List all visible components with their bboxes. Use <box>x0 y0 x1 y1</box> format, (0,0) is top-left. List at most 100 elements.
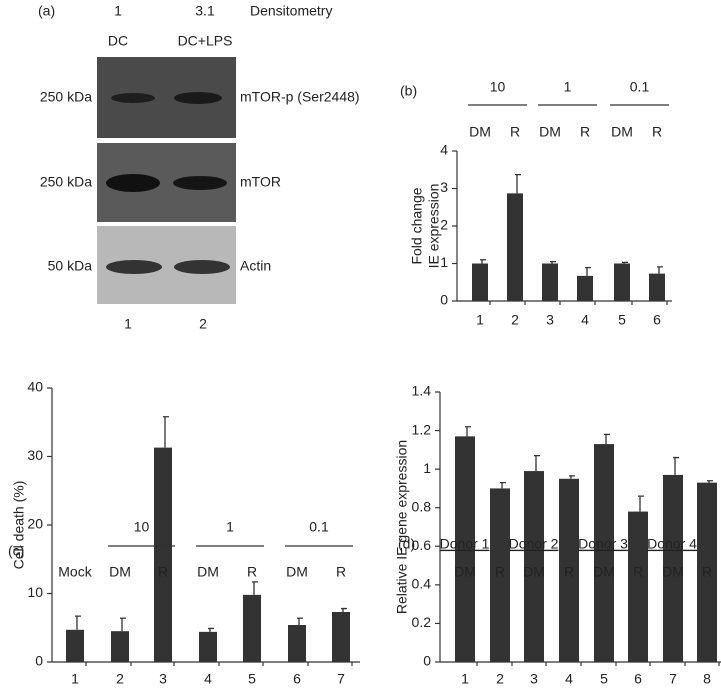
error-bar <box>707 480 713 483</box>
bar <box>697 482 717 662</box>
band <box>106 260 162 274</box>
y-tick-label: 0 <box>35 653 43 669</box>
error-bar <box>208 627 214 632</box>
group-label: Donor 3 <box>578 536 628 552</box>
sub-label: Mock <box>58 564 92 580</box>
x-tick-label: 2 <box>496 671 504 687</box>
x-tick-label: 2 <box>511 312 519 328</box>
error-bar <box>465 426 471 437</box>
y-tick-label: 2 <box>440 217 448 233</box>
bar <box>577 275 593 301</box>
blot-size: 50 kDa <box>48 258 93 274</box>
x-tick-label: 4 <box>581 312 589 328</box>
error-bar <box>120 617 126 632</box>
x-tick-label: 5 <box>600 671 608 687</box>
x-tick-label: 2 <box>116 671 124 687</box>
band <box>173 176 227 190</box>
panel-label: (b) <box>400 83 417 99</box>
densitometry-value: 1 <box>114 3 122 19</box>
densitometry-label: Densitometry <box>250 3 332 19</box>
y-tick-label: 0 <box>440 292 448 308</box>
error-bar <box>550 260 556 264</box>
sub-label: DM <box>454 564 476 580</box>
bar <box>154 447 172 662</box>
panel-label: (a) <box>38 3 55 19</box>
y-axis-label: IE expression <box>426 184 442 269</box>
group-label: Donor 2 <box>509 536 559 552</box>
x-tick-label: 6 <box>653 312 661 328</box>
error-bar <box>75 615 81 630</box>
lane-number: 1 <box>124 316 132 332</box>
bar <box>663 474 683 662</box>
sub-label: DM <box>593 564 615 580</box>
band <box>174 92 222 104</box>
x-tick-label: 3 <box>530 671 538 687</box>
error-bar <box>622 261 628 264</box>
y-tick-label: 1 <box>423 460 431 476</box>
y-axis-label: Fold change <box>409 187 425 264</box>
error-bar <box>604 433 610 445</box>
x-tick-label: 7 <box>669 671 677 687</box>
bar <box>559 478 579 662</box>
lane-number: 2 <box>199 316 207 332</box>
x-tick-label: 1 <box>461 671 469 687</box>
error-bar <box>534 454 540 472</box>
sub-label: R <box>247 564 257 580</box>
sub-label: R <box>652 124 662 140</box>
y-tick-label: 3 <box>440 179 448 195</box>
blot-images <box>97 57 236 304</box>
x-tick-label: 5 <box>618 312 626 328</box>
error-bar <box>163 416 169 448</box>
x-tick-label: 1 <box>476 312 484 328</box>
sub-label: DM <box>539 124 561 140</box>
sub-label: R <box>564 564 574 580</box>
bar <box>455 436 475 662</box>
bar <box>332 611 350 662</box>
group-label: Donor 4 <box>647 536 697 552</box>
blot-size: 250 kDa <box>40 89 92 105</box>
sub-label: R <box>336 564 346 580</box>
y-axis-label: Relative IE gene expression <box>394 440 410 614</box>
bar <box>472 263 488 301</box>
sub-label: R <box>495 564 505 580</box>
x-tick-label: 8 <box>703 671 711 687</box>
bar <box>243 594 261 662</box>
error-bar <box>515 173 521 194</box>
bar <box>288 625 306 662</box>
x-tick-label: 7 <box>337 671 345 687</box>
densitometry-value: 3.1 <box>195 3 215 19</box>
bar <box>66 629 84 662</box>
error-bar <box>480 259 486 264</box>
band <box>111 93 155 103</box>
error-bar <box>341 607 347 612</box>
y-tick-label: 10 <box>27 584 43 600</box>
error-bar <box>657 266 663 274</box>
y-tick-label: 0.2 <box>412 614 432 630</box>
error-bar <box>585 266 591 276</box>
y-tick-label: 1 <box>440 254 448 270</box>
error-bar <box>297 617 303 626</box>
sub-label: DM <box>611 124 633 140</box>
x-tick-label: 4 <box>204 671 212 687</box>
panel-label: (c) <box>8 543 24 559</box>
group-label: 10 <box>134 519 150 535</box>
group-label: 0.1 <box>630 79 650 95</box>
sub-label: DM <box>109 564 131 580</box>
band <box>106 174 160 192</box>
blot-label: mTOR <box>240 174 281 190</box>
sub-label: R <box>633 564 643 580</box>
bar <box>614 263 630 301</box>
error-bar <box>252 581 258 595</box>
lane-label: DC <box>108 33 128 49</box>
bar <box>649 273 665 301</box>
sub-label: DM <box>662 564 684 580</box>
bar <box>507 193 523 301</box>
group-label: 0.1 <box>309 519 329 535</box>
group-label: 1 <box>226 519 234 535</box>
blot-label: Actin <box>240 258 271 274</box>
lane-label: DC+LPS <box>178 33 233 49</box>
group-label: 10 <box>490 79 506 95</box>
error-bar <box>673 456 679 475</box>
band <box>174 260 230 274</box>
x-tick-label: 3 <box>546 312 554 328</box>
